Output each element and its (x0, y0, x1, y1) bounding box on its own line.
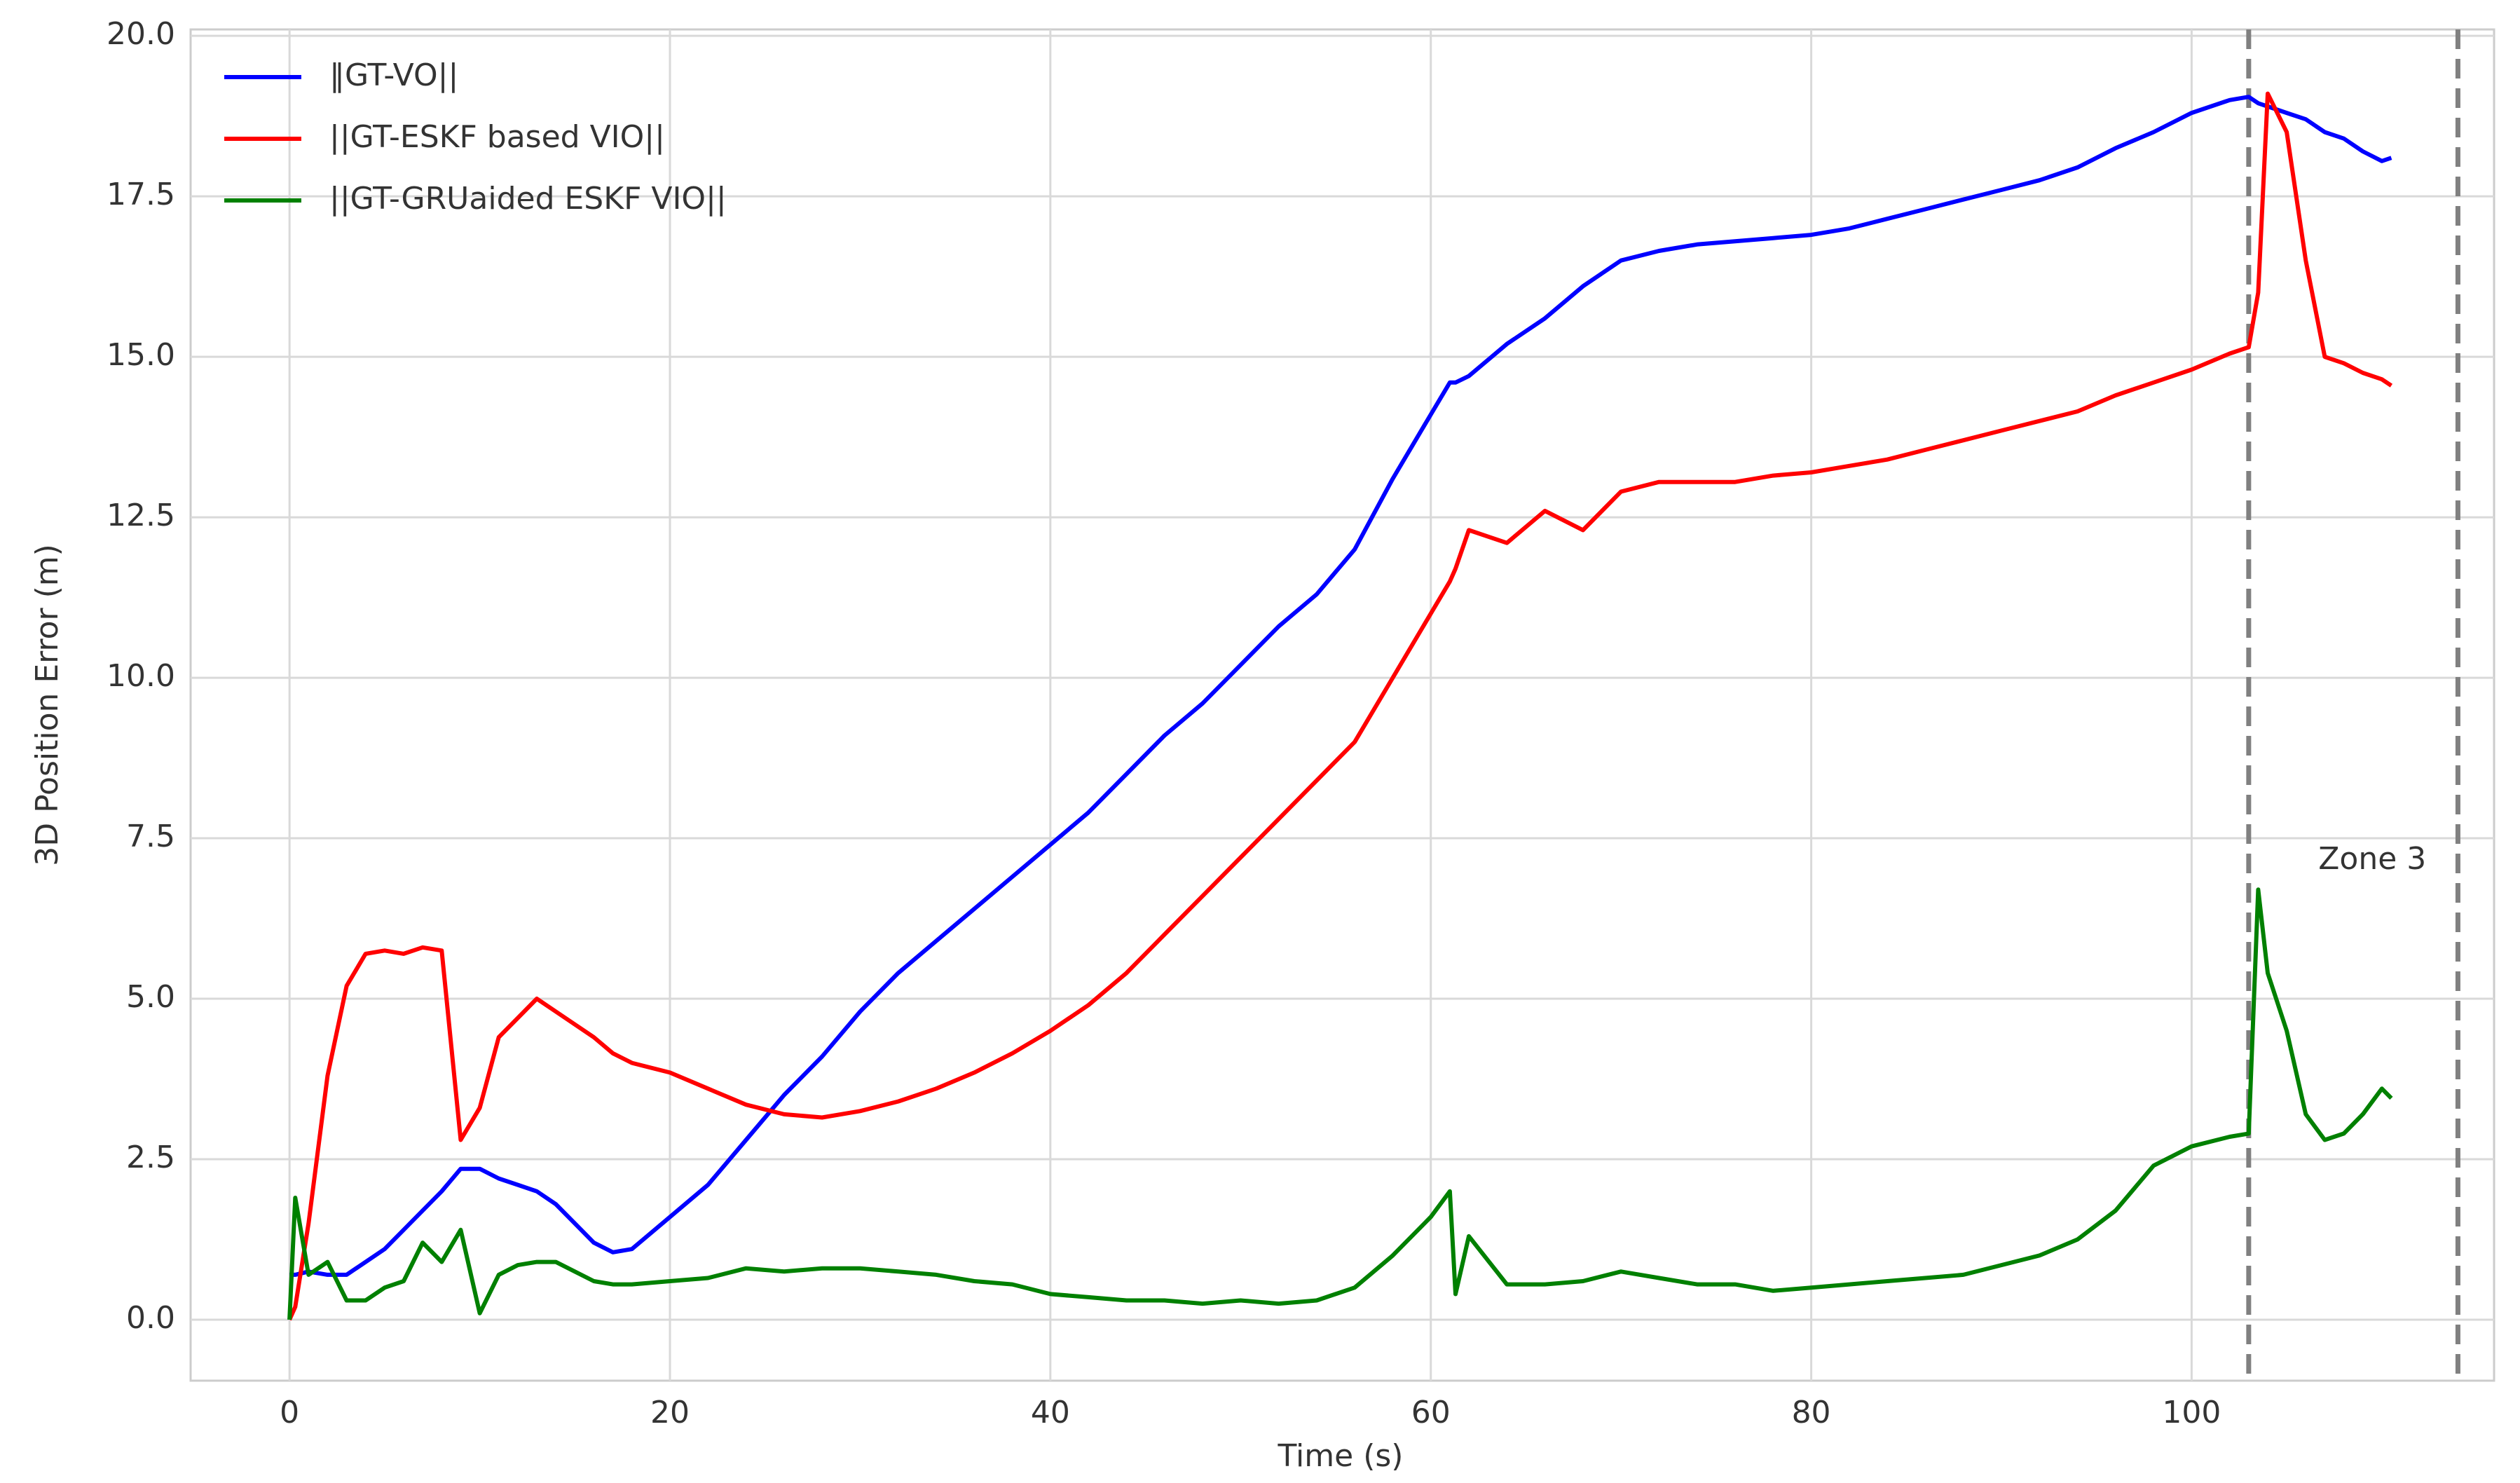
annotation: Zone 3 (2318, 841, 2426, 877)
y-tick-label: 10.0 (107, 658, 175, 694)
legend-label: ||GT-ESKF based VIO|| (329, 119, 665, 155)
y-tick-label: 0.0 (126, 1300, 175, 1336)
x-tick-label: 0 (280, 1395, 299, 1430)
y-tick-label: 12.5 (107, 498, 175, 533)
x-tick-label: 80 (1792, 1395, 1831, 1430)
x-tick-label: 40 (1031, 1395, 1070, 1430)
legend-label: ||GT-GRUaided ESKF VIO|| (329, 181, 727, 217)
y-tick-label: 2.5 (126, 1140, 175, 1175)
plot-frame (189, 28, 2495, 1382)
y-tick-label: 20.0 (107, 16, 175, 52)
series-line (289, 95, 2392, 1277)
legend-label: ‖GT-VO|| (329, 57, 458, 93)
y-tick-label: 7.5 (126, 819, 175, 854)
series-line (287, 887, 2393, 1320)
y-tick-label: 15.0 (107, 337, 175, 373)
y-tick-label: 17.5 (107, 177, 175, 212)
series-line (287, 91, 2393, 1321)
x-tick-label: 20 (650, 1395, 690, 1430)
x-axis-label: Time (s) (1278, 1438, 1404, 1474)
x-tick-label: 60 (1411, 1395, 1451, 1430)
y-tick-label: 5.0 (126, 979, 175, 1015)
y-axis-label: 3D Position Error (m) (29, 544, 65, 866)
x-tick-label: 100 (2162, 1395, 2221, 1430)
